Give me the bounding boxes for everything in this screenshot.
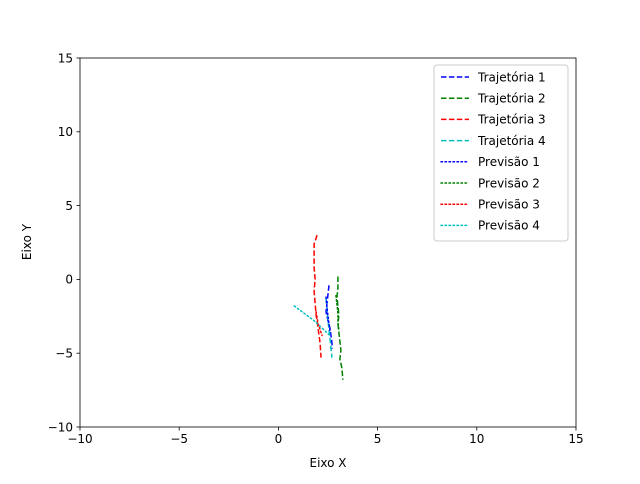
legend-label-7: Previsão 3 (478, 198, 540, 212)
x-tick-label: −10 (67, 432, 92, 446)
legend-label-4: Trajetória 4 (477, 134, 546, 148)
y-axis-label: Eixo Y (20, 223, 34, 260)
series-line-8 (293, 305, 331, 337)
legend: Trajetória 1 Trajetória 2 Trajetória 3 Traj… (433, 64, 569, 242)
y-tick-label: 15 (58, 51, 73, 65)
series-line-3 (313, 234, 322, 358)
legend-label-2: Trajetória 2 (477, 92, 546, 106)
legend-label-1: Trajetória 1 (477, 70, 546, 84)
legend-label-6: Previsão 2 (478, 176, 540, 190)
series-line-5 (325, 296, 331, 332)
legend-label-3: Trajetória 3 (477, 113, 546, 127)
series-layer (293, 234, 344, 380)
y-tick-label: −10 (48, 420, 73, 434)
y-tick-label: 0 (65, 273, 73, 287)
x-tick-label: −5 (170, 432, 188, 446)
y-tick-label: −5 (55, 347, 73, 361)
x-tick-label: 10 (469, 432, 484, 446)
legend-label-5: Previsão 1 (478, 155, 540, 169)
legend-label-8: Previsão 4 (478, 219, 540, 233)
series-line-6 (335, 294, 340, 332)
y-tick-label: 10 (58, 125, 73, 139)
x-axis-label: Eixo X (309, 456, 346, 470)
x-tick-label: 0 (275, 432, 283, 446)
axes-frame (79, 57, 577, 428)
legend-box (433, 64, 569, 242)
y-tick-label: 5 (65, 199, 73, 213)
axes-layer: −10−10 −5 −5 0 0 5 5 10 10 15 15 (48, 51, 584, 446)
x-tick-label: 15 (568, 432, 583, 446)
x-tick-label: 5 (374, 432, 382, 446)
